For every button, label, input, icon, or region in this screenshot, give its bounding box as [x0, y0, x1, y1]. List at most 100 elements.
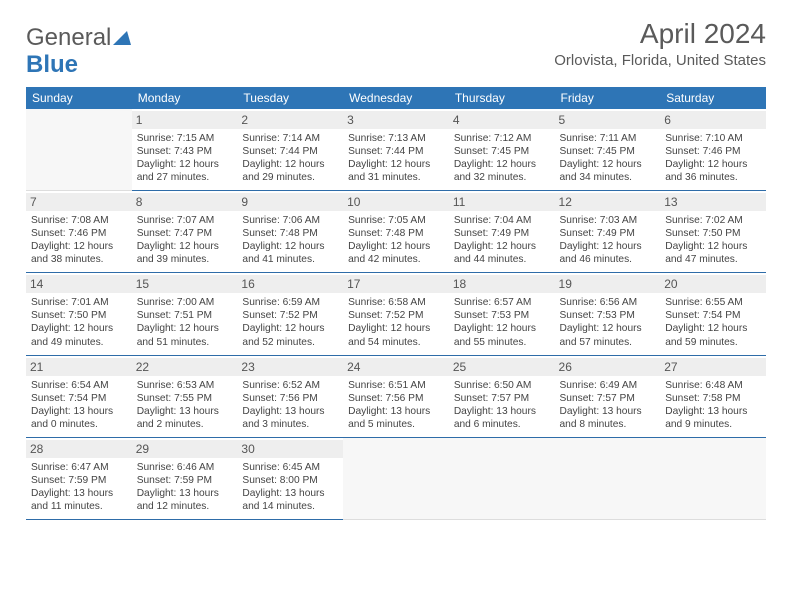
logo-text-general: General	[26, 24, 111, 52]
weekday-header: Friday	[555, 87, 661, 109]
calendar-day-cell: 22 Sunrise: 6:53 AMSunset: 7:55 PMDayligh…	[132, 355, 238, 437]
day-number: 11	[449, 193, 555, 211]
day-info: Sunrise: 6:55 AMSunset: 7:54 PMDaylight:…	[665, 296, 761, 348]
calendar-day-cell: 13 Sunrise: 7:02 AMSunset: 7:50 PMDayligh…	[660, 191, 766, 273]
calendar-day-cell: 21 Sunrise: 6:54 AMSunset: 7:54 PMDayligh…	[26, 355, 132, 437]
day-number: 28	[26, 440, 132, 458]
day-info: Sunrise: 6:45 AMSunset: 8:00 PMDaylight:…	[242, 461, 338, 513]
logo-triangle-icon	[113, 31, 131, 50]
day-number: 12	[555, 193, 661, 211]
calendar-day-cell: 11 Sunrise: 7:04 AMSunset: 7:49 PMDayligh…	[449, 191, 555, 273]
day-info: Sunrise: 6:53 AMSunset: 7:55 PMDaylight:…	[137, 379, 233, 431]
calendar-day-cell: 3 Sunrise: 7:13 AMSunset: 7:44 PMDaylight…	[343, 109, 449, 191]
weekday-header: Thursday	[449, 87, 555, 109]
day-number: 15	[132, 275, 238, 293]
calendar-day-cell: 20 Sunrise: 6:55 AMSunset: 7:54 PMDayligh…	[660, 273, 766, 355]
day-info: Sunrise: 7:03 AMSunset: 7:49 PMDaylight:…	[560, 214, 656, 266]
day-number: 8	[132, 193, 238, 211]
day-info: Sunrise: 6:54 AMSunset: 7:54 PMDaylight:…	[31, 379, 127, 431]
day-info: Sunrise: 7:02 AMSunset: 7:50 PMDaylight:…	[665, 214, 761, 266]
page-title: April 2024	[554, 18, 766, 50]
day-number: 27	[660, 358, 766, 376]
day-number: 18	[449, 275, 555, 293]
day-info: Sunrise: 6:56 AMSunset: 7:53 PMDaylight:…	[560, 296, 656, 348]
day-info: Sunrise: 6:46 AMSunset: 7:59 PMDaylight:…	[137, 461, 233, 513]
day-number: 19	[555, 275, 661, 293]
day-number: 1	[132, 111, 238, 129]
calendar-day-cell: 30 Sunrise: 6:45 AMSunset: 8:00 PMDayligh…	[237, 437, 343, 519]
day-info: Sunrise: 7:12 AMSunset: 7:45 PMDaylight:…	[454, 132, 550, 184]
calendar-empty-cell	[26, 109, 132, 191]
day-number: 10	[343, 193, 449, 211]
day-info: Sunrise: 7:08 AMSunset: 7:46 PMDaylight:…	[31, 214, 127, 266]
calendar-row: 28Sunrise: 6:47 AMSunset: 7:59 PMDayligh…	[26, 437, 766, 519]
day-info: Sunrise: 6:57 AMSunset: 7:53 PMDaylight:…	[454, 296, 550, 348]
calendar-row: 21 Sunrise: 6:54 AMSunset: 7:54 PMDayligh…	[26, 355, 766, 437]
day-info: Sunrise: 7:07 AMSunset: 7:47 PMDaylight:…	[137, 214, 233, 266]
day-info: Sunrise: 7:15 AMSunset: 7:43 PMDaylight:…	[137, 132, 233, 184]
day-number: 16	[237, 275, 343, 293]
calendar-day-cell: 7 Sunrise: 7:08 AMSunset: 7:46 PMDaylight…	[26, 191, 132, 273]
calendar-day-cell: 26 Sunrise: 6:49 AMSunset: 7:57 PMDayligh…	[555, 355, 661, 437]
calendar-day-cell: 5 Sunrise: 7:11 AMSunset: 7:45 PMDaylight…	[555, 109, 661, 191]
calendar-day-cell: 24 Sunrise: 6:51 AMSunset: 7:56 PMDayligh…	[343, 355, 449, 437]
day-number: 30	[237, 440, 343, 458]
day-info: Sunrise: 6:59 AMSunset: 7:52 PMDaylight:…	[242, 296, 338, 348]
day-number: 2	[237, 111, 343, 129]
day-info: Sunrise: 7:05 AMSunset: 7:48 PMDaylight:…	[348, 214, 444, 266]
calendar-day-cell: 4 Sunrise: 7:12 AMSunset: 7:45 PMDaylight…	[449, 109, 555, 191]
day-info: Sunrise: 6:58 AMSunset: 7:52 PMDaylight:…	[348, 296, 444, 348]
day-number: 22	[132, 358, 238, 376]
logo: General	[26, 18, 131, 52]
day-info: Sunrise: 6:49 AMSunset: 7:57 PMDaylight:…	[560, 379, 656, 431]
calendar-day-cell: 12 Sunrise: 7:03 AMSunset: 7:49 PMDayligh…	[555, 191, 661, 273]
day-number: 25	[449, 358, 555, 376]
day-number: 3	[343, 111, 449, 129]
day-number: 21	[26, 358, 132, 376]
day-number: 26	[555, 358, 661, 376]
day-info: Sunrise: 7:00 AMSunset: 7:51 PMDaylight:…	[137, 296, 233, 348]
calendar-day-cell: 27 Sunrise: 6:48 AMSunset: 7:58 PMDayligh…	[660, 355, 766, 437]
day-info: Sunrise: 6:52 AMSunset: 7:56 PMDaylight:…	[242, 379, 338, 431]
calendar-day-cell: 23 Sunrise: 6:52 AMSunset: 7:56 PMDayligh…	[237, 355, 343, 437]
calendar-row: 7 Sunrise: 7:08 AMSunset: 7:46 PMDaylight…	[26, 191, 766, 273]
day-info: Sunrise: 6:51 AMSunset: 7:56 PMDaylight:…	[348, 379, 444, 431]
calendar-day-cell: 2 Sunrise: 7:14 AMSunset: 7:44 PMDaylight…	[237, 109, 343, 191]
day-number: 29	[132, 440, 238, 458]
calendar-day-cell: 29 Sunrise: 6:46 AMSunset: 7:59 PMDayligh…	[132, 437, 238, 519]
calendar-day-cell: 17 Sunrise: 6:58 AMSunset: 7:52 PMDayligh…	[343, 273, 449, 355]
day-number: 20	[660, 275, 766, 293]
weekday-header: Saturday	[660, 87, 766, 109]
day-info: Sunrise: 7:14 AMSunset: 7:44 PMDaylight:…	[242, 132, 338, 184]
calendar-day-cell: 1 Sunrise: 7:15 AMSunset: 7:43 PMDaylight…	[132, 109, 238, 191]
calendar-empty-cell	[343, 437, 449, 519]
day-number: 6	[660, 111, 766, 129]
day-number: 23	[237, 358, 343, 376]
calendar-day-cell: 6 Sunrise: 7:10 AMSunset: 7:46 PMDaylight…	[660, 109, 766, 191]
weekday-header: Tuesday	[237, 87, 343, 109]
day-info: Sunrise: 7:11 AMSunset: 7:45 PMDaylight:…	[560, 132, 656, 184]
weekday-header: Sunday	[26, 87, 132, 109]
day-number: 17	[343, 275, 449, 293]
day-info: Sunrise: 7:01 AMSunset: 7:50 PMDaylight:…	[31, 296, 127, 348]
day-number: 4	[449, 111, 555, 129]
calendar-row: 14 Sunrise: 7:01 AMSunset: 7:50 PMDayligh…	[26, 273, 766, 355]
calendar-day-cell: 14 Sunrise: 7:01 AMSunset: 7:50 PMDayligh…	[26, 273, 132, 355]
weekday-header: Monday	[132, 87, 238, 109]
day-info: Sunrise: 7:06 AMSunset: 7:48 PMDaylight:…	[242, 214, 338, 266]
day-info: Sunrise: 7:04 AMSunset: 7:49 PMDaylight:…	[454, 214, 550, 266]
calendar-day-cell: 19 Sunrise: 6:56 AMSunset: 7:53 PMDayligh…	[555, 273, 661, 355]
calendar-day-cell: 16 Sunrise: 6:59 AMSunset: 7:52 PMDayligh…	[237, 273, 343, 355]
calendar-row: 1 Sunrise: 7:15 AMSunset: 7:43 PMDaylight…	[26, 109, 766, 191]
day-number: 24	[343, 358, 449, 376]
calendar-day-cell: 18 Sunrise: 6:57 AMSunset: 7:53 PMDayligh…	[449, 273, 555, 355]
day-info: Sunrise: 7:10 AMSunset: 7:46 PMDaylight:…	[665, 132, 761, 184]
day-info: Sunrise: 7:13 AMSunset: 7:44 PMDaylight:…	[348, 132, 444, 184]
day-number: 5	[555, 111, 661, 129]
calendar-empty-cell	[660, 437, 766, 519]
calendar-day-cell: 15 Sunrise: 7:00 AMSunset: 7:51 PMDayligh…	[132, 273, 238, 355]
day-number: 7	[26, 193, 132, 211]
day-info: Sunrise: 6:48 AMSunset: 7:58 PMDaylight:…	[665, 379, 761, 431]
day-number: 13	[660, 193, 766, 211]
day-number: 14	[26, 275, 132, 293]
